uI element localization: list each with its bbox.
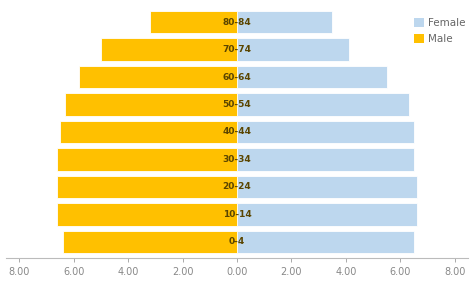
- Bar: [237, 231, 414, 253]
- Text: 80-84: 80-84: [223, 18, 251, 27]
- Text: 70-74: 70-74: [222, 45, 252, 54]
- Bar: [237, 176, 417, 198]
- Bar: [65, 93, 237, 116]
- Bar: [237, 148, 414, 171]
- Legend: Female, Male: Female, Male: [411, 16, 468, 46]
- Bar: [237, 93, 409, 116]
- Bar: [237, 38, 349, 61]
- Bar: [237, 203, 417, 226]
- Text: 0-4: 0-4: [229, 237, 245, 246]
- Text: 60-64: 60-64: [223, 72, 251, 82]
- Bar: [57, 148, 237, 171]
- Bar: [57, 203, 237, 226]
- Bar: [63, 231, 237, 253]
- Bar: [237, 121, 414, 143]
- Bar: [237, 11, 332, 33]
- Text: 20-24: 20-24: [223, 183, 251, 192]
- Bar: [60, 121, 237, 143]
- Bar: [79, 66, 237, 88]
- Bar: [237, 66, 387, 88]
- Bar: [150, 11, 237, 33]
- Text: 30-34: 30-34: [223, 155, 251, 164]
- Bar: [101, 38, 237, 61]
- Text: 50-54: 50-54: [223, 100, 251, 109]
- Bar: [57, 176, 237, 198]
- Text: 40-44: 40-44: [222, 127, 252, 136]
- Text: 10-14: 10-14: [223, 210, 251, 219]
